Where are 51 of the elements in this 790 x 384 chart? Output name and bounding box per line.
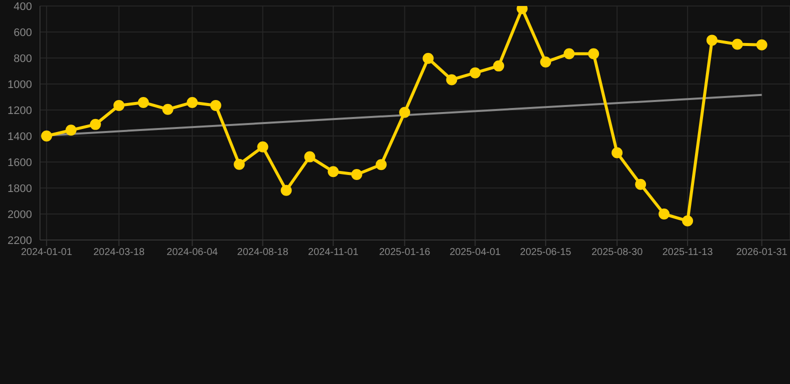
- point: [470, 67, 481, 78]
- point: [422, 52, 434, 64]
- y-tick-label: 400: [14, 0, 32, 13]
- y-tick-label: 1000: [8, 78, 32, 91]
- point: [351, 168, 362, 180]
- x-tick-label: 2025-04-01: [450, 247, 502, 258]
- point: [493, 60, 504, 72]
- x-tick-label: 2025-11-13: [662, 247, 714, 258]
- y-tick-label: 1400: [8, 130, 32, 143]
- x-tick-label: 2024-11-01: [308, 247, 359, 258]
- point: [304, 151, 316, 162]
- point: [186, 96, 198, 108]
- x-tick-label: 2024-08-18: [237, 247, 289, 258]
- y-tick-label: 800: [14, 52, 32, 65]
- point: [732, 38, 743, 50]
- point: [41, 130, 52, 142]
- point: [635, 178, 646, 190]
- point: [328, 166, 339, 178]
- point: [66, 124, 77, 136]
- y-tick-label: 2000: [8, 208, 32, 221]
- y-tick-label: 1800: [8, 182, 32, 195]
- y-tick-label: 600: [14, 26, 32, 39]
- x-tick-label: 2024-06-04: [166, 247, 218, 258]
- y-tick-label: 1200: [8, 104, 32, 117]
- x-tick-label: 2024-03-18: [93, 247, 145, 258]
- point: [90, 118, 101, 130]
- point: [138, 96, 149, 108]
- point: [399, 106, 410, 118]
- x-tick-label: 2025-01-16: [379, 247, 431, 258]
- point: [446, 74, 458, 86]
- point: [113, 100, 124, 111]
- point: [376, 159, 387, 170]
- point: [658, 208, 670, 220]
- y-tick-label: 2200: [8, 234, 32, 247]
- point: [210, 100, 222, 111]
- point: [280, 184, 292, 196]
- point: [588, 48, 600, 60]
- point: [706, 34, 718, 46]
- point: [234, 158, 245, 170]
- y-tick-label: 1600: [8, 156, 32, 169]
- x-tick-label: 2024-01-01: [21, 247, 73, 258]
- point: [682, 215, 694, 226]
- x-tick-label: 2025-08-30: [591, 247, 644, 258]
- point: [257, 141, 268, 152]
- point: [564, 48, 575, 60]
- x-tick-label: 2025-06-15: [520, 247, 572, 258]
- point: [612, 147, 623, 158]
- point: [540, 56, 552, 68]
- x-tick-label: 2026-01-31: [736, 247, 788, 258]
- point: [162, 104, 174, 115]
- point: [756, 39, 768, 50]
